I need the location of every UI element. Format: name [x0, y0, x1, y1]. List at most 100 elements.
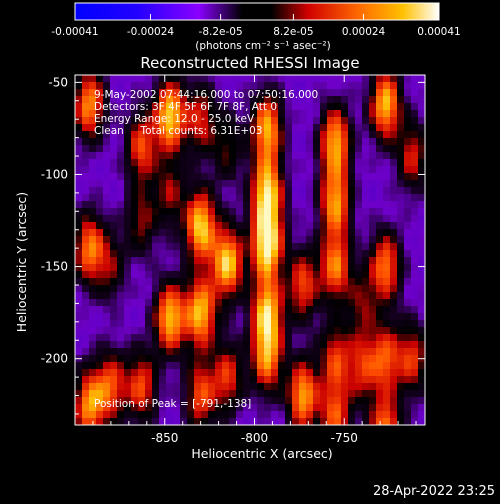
heatmap-cell [138, 117, 146, 125]
heatmap-cell [75, 180, 83, 188]
heatmap-cell [306, 131, 314, 139]
heatmap-cell [313, 173, 321, 181]
heatmap-cell [166, 131, 174, 139]
heatmap-cell [348, 362, 356, 370]
heatmap-cell [173, 110, 181, 118]
heatmap-cell [278, 390, 286, 398]
heatmap-cell [159, 411, 167, 419]
heatmap-cell [152, 397, 160, 405]
heatmap-cell [341, 278, 349, 286]
heatmap-cell [411, 166, 419, 174]
heatmap-cell [138, 390, 146, 398]
heatmap-cell [369, 96, 377, 104]
heatmap-cell [194, 404, 202, 412]
heatmap-cell [397, 418, 405, 425]
heatmap-cell [390, 320, 398, 328]
heatmap-cell [159, 299, 167, 307]
heatmap-cell [82, 278, 90, 286]
heatmap-cell [131, 264, 139, 272]
heatmap-cell [222, 215, 230, 223]
heatmap-cell [103, 187, 111, 195]
heatmap-cell [313, 82, 321, 90]
heatmap-cell [89, 82, 97, 90]
heatmap-cell [166, 250, 174, 258]
heatmap-cell [257, 334, 265, 342]
heatmap-cell [313, 264, 321, 272]
heatmap-cell [173, 152, 181, 160]
heatmap-cell [243, 285, 251, 293]
heatmap-cell [89, 208, 97, 216]
heatmap-cell [397, 278, 405, 286]
heatmap-cell [145, 82, 153, 90]
heatmap-cell [320, 117, 328, 125]
heatmap-cell [173, 334, 181, 342]
heatmap-cell [299, 124, 307, 132]
heatmap-cell [292, 194, 300, 202]
heatmap-cell [138, 152, 146, 160]
heatmap-cell [110, 292, 118, 300]
heatmap-cell [320, 418, 328, 425]
heatmap-cell [145, 397, 153, 405]
heatmap-cell [222, 201, 230, 209]
heatmap-cell [306, 306, 314, 314]
heatmap-cell [152, 411, 160, 419]
heatmap-cell [194, 124, 202, 132]
heatmap-cell [117, 383, 125, 391]
heatmap-cell [222, 257, 230, 265]
heatmap-cell [180, 159, 188, 167]
heatmap-cell [138, 201, 146, 209]
heatmap-cell [131, 103, 139, 111]
heatmap-cell [96, 257, 104, 265]
heatmap-cell [348, 166, 356, 174]
heatmap-cell [145, 145, 153, 153]
heatmap-cell [369, 355, 377, 363]
heatmap-cell [145, 173, 153, 181]
heatmap-cell [159, 124, 167, 132]
heatmap-cell [145, 166, 153, 174]
heatmap-cell [138, 341, 146, 349]
heatmap-cell [131, 222, 139, 230]
heatmap-cell [229, 201, 237, 209]
heatmap-cell [96, 194, 104, 202]
heatmap-cell [215, 75, 223, 83]
heatmap-cell [299, 299, 307, 307]
heatmap-cell [418, 278, 425, 286]
heatmap-cell [334, 397, 342, 405]
heatmap-cell [75, 96, 83, 104]
heatmap-cell [376, 236, 384, 244]
heatmap-cell [264, 166, 272, 174]
heatmap-cell [418, 250, 425, 258]
heatmap-cell [313, 257, 321, 265]
colorbar-gradient [74, 2, 440, 21]
heatmap-cell [299, 292, 307, 300]
heatmap-cell [229, 376, 237, 384]
heatmap-cell [103, 96, 111, 104]
heatmap-cell [278, 166, 286, 174]
heatmap-cell [201, 159, 209, 167]
heatmap-cell [250, 166, 258, 174]
heatmap-cell [299, 320, 307, 328]
heatmap-cell [411, 229, 419, 237]
heatmap-cell [320, 327, 328, 335]
heatmap-cell [173, 418, 181, 425]
heatmap-cell [194, 355, 202, 363]
heatmap-cell [376, 334, 384, 342]
heatmap-cell [82, 103, 90, 111]
heatmap-cell [285, 173, 293, 181]
heatmap-cell [299, 411, 307, 419]
heatmap-cell [299, 264, 307, 272]
heatmap-cell [208, 313, 216, 321]
heatmap-cell [271, 194, 279, 202]
heatmap-cell [362, 327, 370, 335]
heatmap-cell [117, 355, 125, 363]
heatmap-cell [306, 243, 314, 251]
heatmap-cell [96, 390, 104, 398]
heatmap-cell [383, 159, 391, 167]
heatmap-cell [89, 138, 97, 146]
heatmap-cell [82, 166, 90, 174]
heatmap-cell [397, 131, 405, 139]
heatmap-cell [194, 110, 202, 118]
heatmap-cell [124, 348, 132, 356]
heatmap-cell [173, 215, 181, 223]
heatmap-cell [348, 124, 356, 132]
